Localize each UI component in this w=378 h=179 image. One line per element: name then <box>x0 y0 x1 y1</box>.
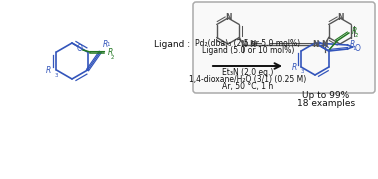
Text: N: N <box>337 13 343 22</box>
Text: Ligand :: Ligand : <box>154 40 190 49</box>
FancyBboxPatch shape <box>193 2 375 93</box>
Text: N: N <box>225 13 231 22</box>
Text: 3: 3 <box>300 69 304 74</box>
Text: O: O <box>77 43 83 52</box>
Text: R: R <box>103 40 108 49</box>
Text: R: R <box>352 26 357 35</box>
Text: R: R <box>292 62 297 71</box>
Text: Et₃N (2.0 eq.): Et₃N (2.0 eq.) <box>222 68 274 77</box>
Text: 1: 1 <box>106 42 110 47</box>
Text: 1: 1 <box>352 46 356 51</box>
Text: 18 examples: 18 examples <box>297 99 355 108</box>
Text: Ligand (5.0 or 10 mol%): Ligand (5.0 or 10 mol%) <box>202 46 294 55</box>
Text: Ar, 50 °C, 1 h: Ar, 50 °C, 1 h <box>222 82 274 91</box>
Text: N: N <box>240 40 246 49</box>
Text: 2: 2 <box>355 33 358 38</box>
Text: R: R <box>349 40 355 49</box>
Text: R: R <box>108 47 113 57</box>
Text: 3: 3 <box>54 72 58 78</box>
Text: 2: 2 <box>111 54 115 59</box>
Text: N: N <box>249 40 256 49</box>
Text: Up to 99%: Up to 99% <box>302 91 350 100</box>
Text: N: N <box>322 40 328 49</box>
Text: N: N <box>313 40 319 49</box>
Text: Pd₂(dba)₃ (2.5 or 5.0 mol%): Pd₂(dba)₃ (2.5 or 5.0 mol%) <box>195 39 301 48</box>
Text: R: R <box>46 66 51 74</box>
Text: 1,4-dioxane/H₂O (3/1) (0.25 M): 1,4-dioxane/H₂O (3/1) (0.25 M) <box>189 75 307 84</box>
Text: O: O <box>355 43 360 52</box>
